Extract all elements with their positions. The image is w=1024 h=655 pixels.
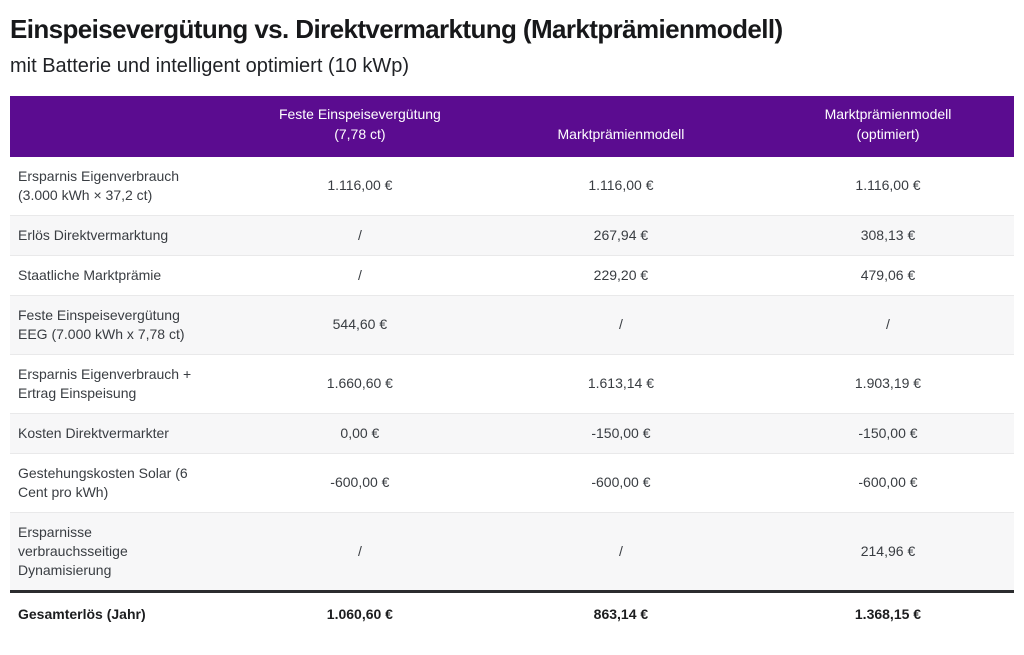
page-subtitle: mit Batterie und intelligent optimiert (…: [10, 55, 410, 78]
cell-value: -600,00 €: [761, 452, 1014, 513]
table-row: Ersparnis Eigenverbrauch + Ertrag Einspe…: [10, 353, 1014, 414]
total-row: Gesamterlös (Jahr) 1.060,60 € 863,14 € 1…: [10, 589, 1014, 635]
cell-value: -150,00 €: [479, 412, 762, 454]
cell-value: /: [239, 511, 480, 592]
table-row: Kosten Direktvermarkter 0,00 € -150,00 €…: [10, 412, 1014, 454]
cell-value: -600,00 €: [479, 452, 762, 513]
cell-value: -150,00 €: [761, 412, 1014, 454]
cell-value: -600,00 €: [239, 452, 480, 513]
row-label: Erlös Direktvermarktung: [10, 214, 240, 256]
comparison-table: Feste Einspeisevergütung (7,78 ct) Markt…: [10, 96, 1014, 635]
total-value: 863,14 €: [479, 589, 762, 635]
header-marktpraemienmodell-optimiert: Marktprämienmodell (optimiert): [761, 96, 1014, 157]
row-label: Kosten Direktvermarkter: [10, 412, 240, 454]
header-feste-einspeiseverguetung: Feste Einspeisevergütung (7,78 ct): [239, 96, 480, 157]
row-label: Ersparnisse verbrauchsseitige Dynamisier…: [10, 511, 240, 592]
cell-value: /: [479, 511, 762, 592]
table-header-row: Feste Einspeisevergütung (7,78 ct) Markt…: [10, 96, 1014, 157]
row-label: Staatliche Marktprämie: [10, 254, 240, 296]
cell-value: /: [761, 294, 1014, 355]
table-row: Gestehungskosten Solar (6 Cent pro kWh) …: [10, 452, 1014, 513]
cell-value: 544,60 €: [239, 294, 480, 355]
total-label: Gesamterlös (Jahr): [10, 589, 240, 635]
cell-value: 479,06 €: [761, 254, 1014, 296]
page-title: Einspeisevergütung vs. Direktvermarktung…: [10, 14, 783, 44]
cell-value: 229,20 €: [479, 254, 762, 296]
cell-value: 1.116,00 €: [327, 177, 393, 194]
page: Einspeisevergütung vs. Direktvermarktung…: [10, 14, 1014, 635]
cell-value: 1.116,00 €: [855, 177, 921, 194]
cell-value: 214,96 €: [761, 511, 1014, 592]
cell-value: 1.116,00 €: [588, 177, 654, 194]
total-value: 1.060,60 €: [239, 589, 480, 635]
cell-value: 1.660,60 €: [239, 353, 480, 414]
table-row: Ersparnis Eigenverbrauch (3.000 kWh × 37…: [10, 157, 1014, 216]
row-label: Feste Einspeisevergütung EEG (7.000 kWh …: [10, 294, 240, 355]
cell-value: 0,00 €: [239, 412, 480, 454]
header-marktpraemienmodell: Marktprämienmodell: [479, 96, 762, 157]
header-empty-cell: [10, 96, 240, 157]
cell-value: /: [479, 294, 762, 355]
row-label: Ersparnis Eigenverbrauch + Ertrag Einspe…: [10, 353, 240, 414]
table-row: Ersparnisse verbrauchsseitige Dynamisier…: [10, 511, 1014, 592]
row-label: Gestehungskosten Solar (6 Cent pro kWh): [10, 452, 240, 513]
cell-value: 267,94 €: [479, 214, 762, 256]
table-row: Staatliche Marktprämie / 229,20 € 479,06…: [10, 254, 1014, 296]
cell-value: 308,13 €: [761, 214, 1014, 256]
row-label: Ersparnis Eigenverbrauch (3.000 kWh × 37…: [18, 167, 180, 203]
table-row: Feste Einspeisevergütung EEG (7.000 kWh …: [10, 294, 1014, 355]
cell-value: 1.903,19 €: [761, 353, 1014, 414]
table-row: Erlös Direktvermarktung / 267,94 € 308,1…: [10, 214, 1014, 256]
total-value: 1.368,15 €: [761, 589, 1014, 635]
cell-value: /: [239, 254, 480, 296]
cell-value: /: [239, 214, 480, 256]
cell-value: 1.613,14 €: [479, 353, 762, 414]
